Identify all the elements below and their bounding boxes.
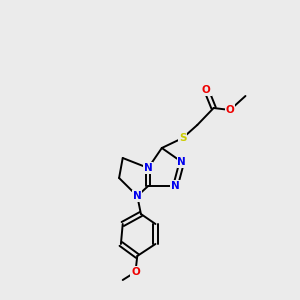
Text: O: O <box>202 85 211 95</box>
Text: O: O <box>226 105 234 115</box>
Text: O: O <box>131 267 140 277</box>
Text: N: N <box>144 163 153 173</box>
Text: N: N <box>171 181 180 191</box>
Text: S: S <box>179 133 187 143</box>
Text: N: N <box>177 157 186 167</box>
Text: N: N <box>133 191 142 201</box>
